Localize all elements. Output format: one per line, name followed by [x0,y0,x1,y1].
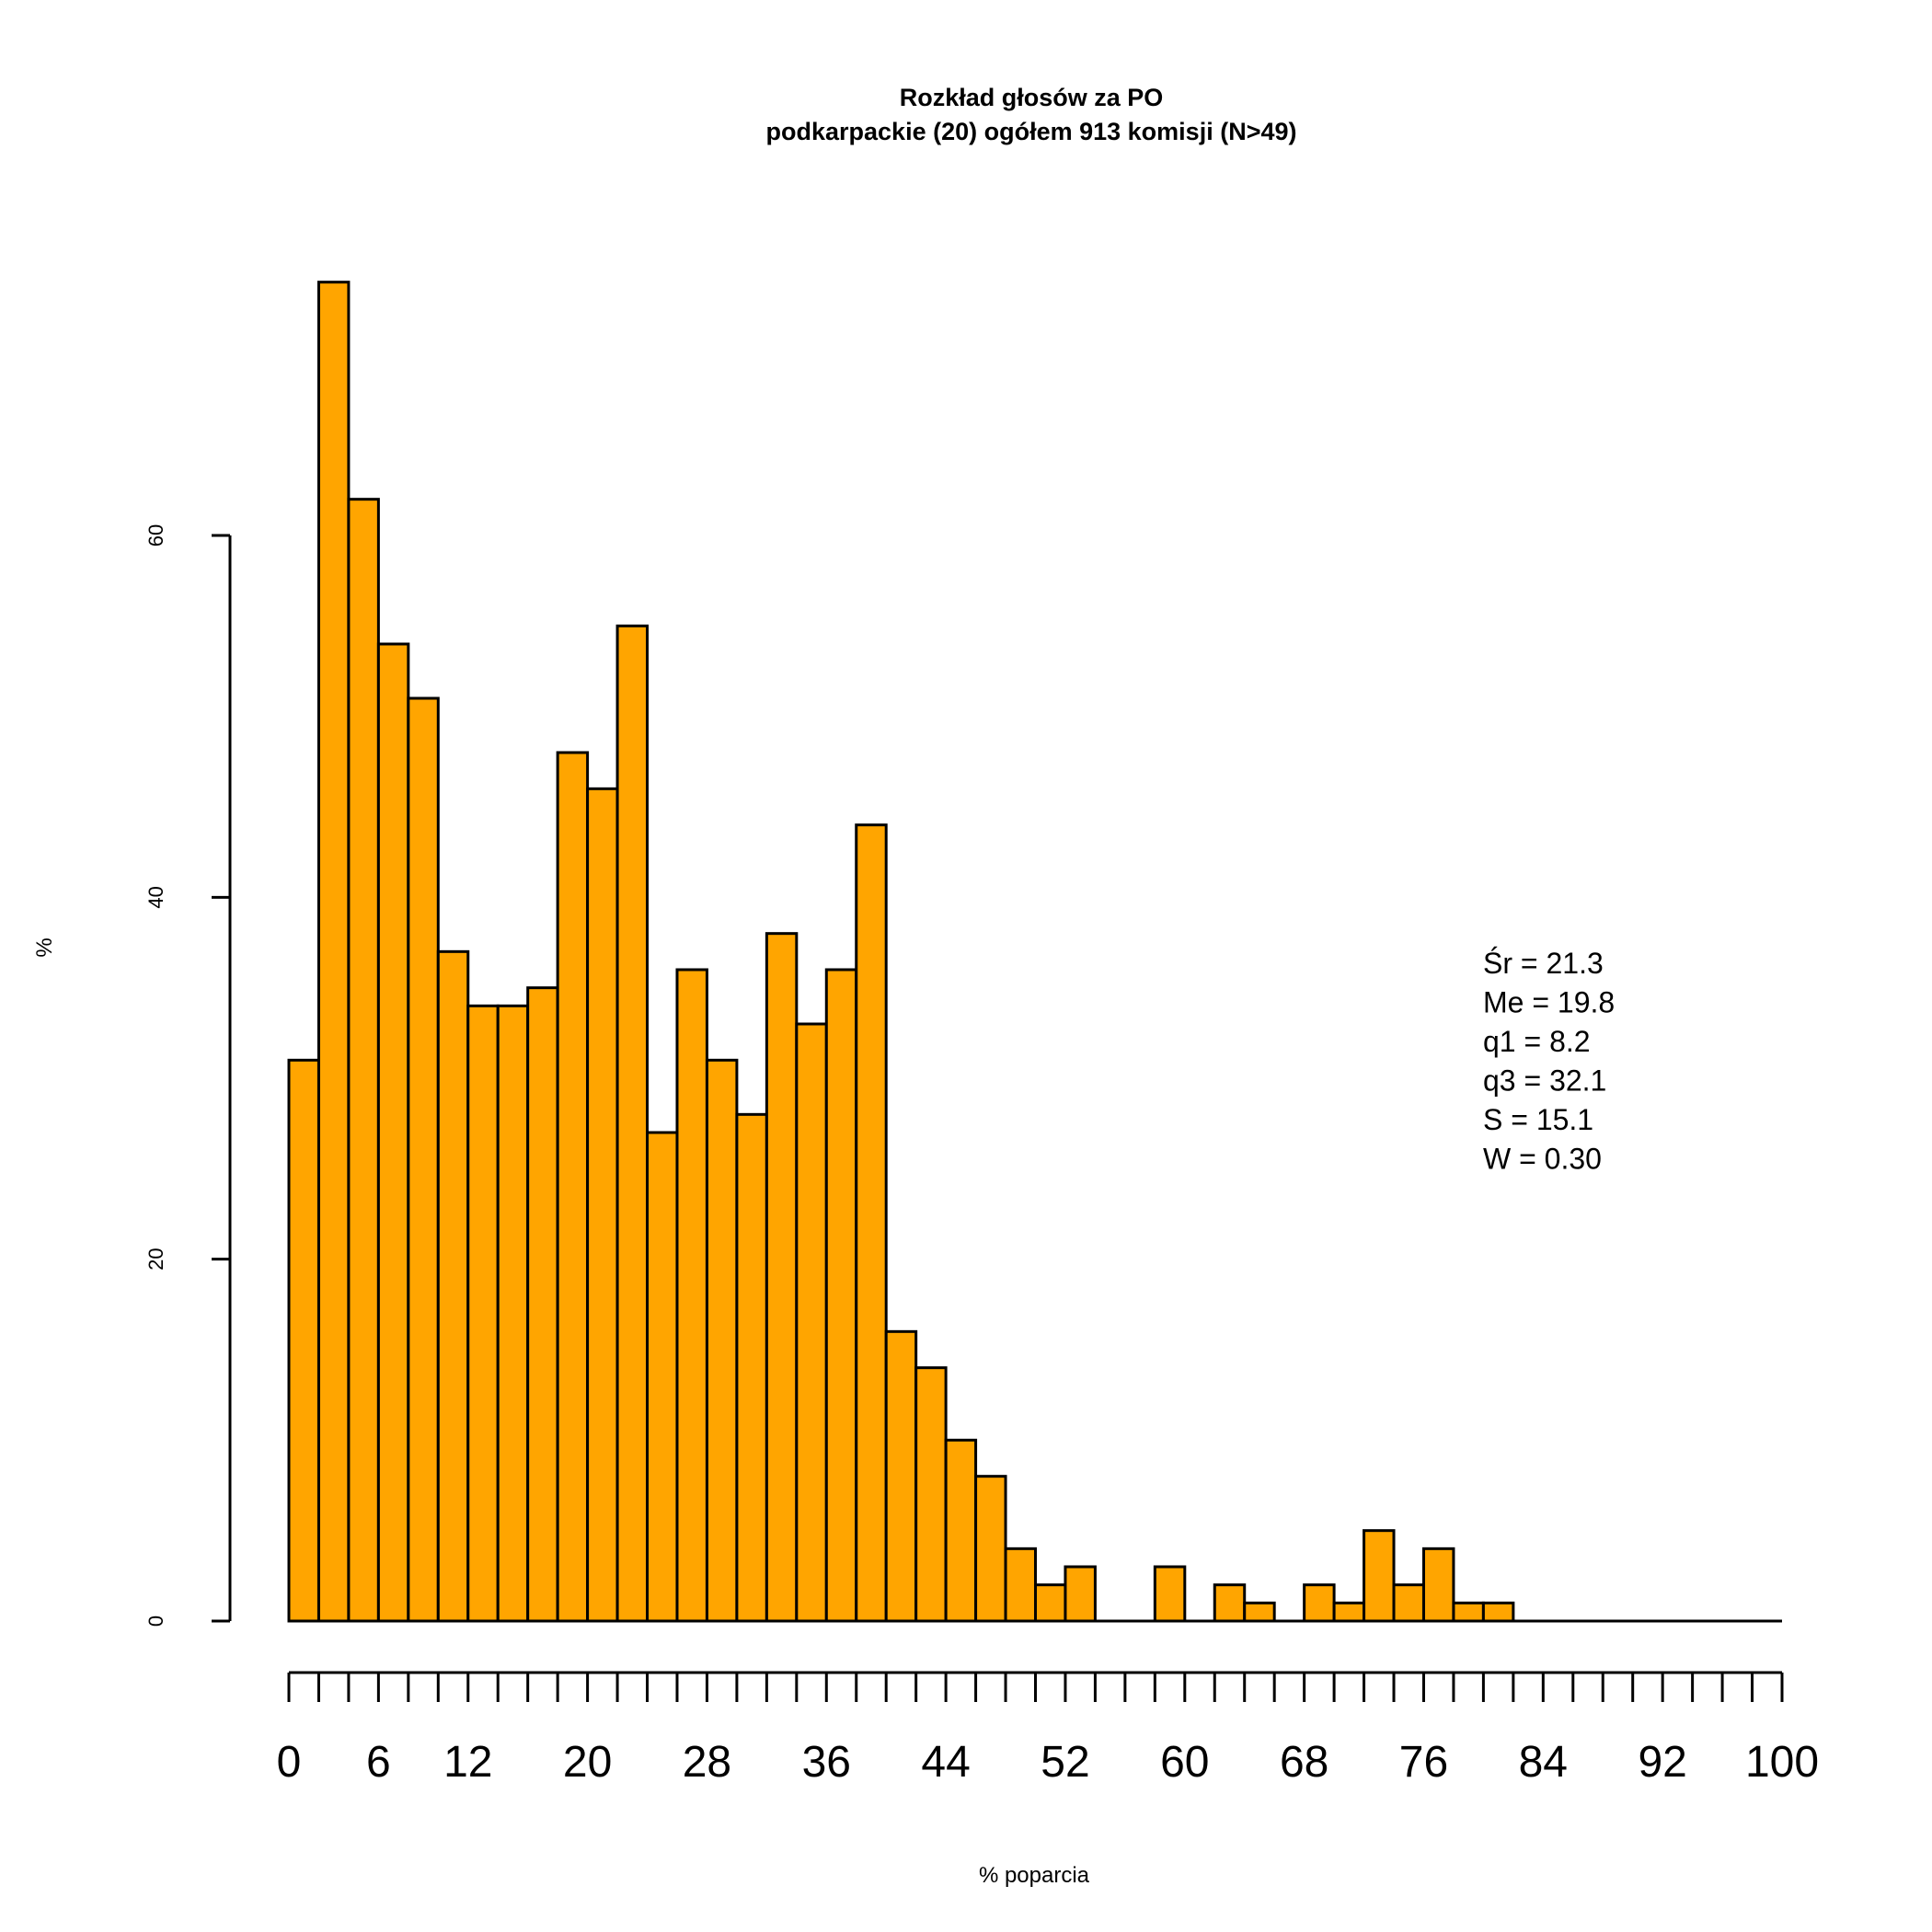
bar-28-30 [705,1058,739,1623]
stat-line-5: W = 0.30 [1483,1143,1602,1176]
bar-24-26 [646,1131,679,1623]
x-tick-label-12: 12 [443,1738,492,1787]
bar-12-14 [466,1004,500,1623]
bar-72-74 [1363,1529,1396,1623]
bar-16-18 [526,986,559,1623]
bar-62-64 [1213,1583,1247,1623]
y-tick-label-40: 40 [144,886,167,908]
y-axis-label: % [32,937,57,957]
bar-8-10 [407,696,440,1623]
bar-32-34 [765,932,799,1623]
bar-6-8 [376,642,410,1623]
bar-50-52 [1034,1583,1067,1623]
bar-64-66 [1243,1601,1276,1623]
x-tick-label-20: 20 [563,1738,612,1787]
bar-48-50 [1004,1547,1038,1623]
x-tick-label-100: 100 [1745,1738,1819,1787]
bar-80-82 [1481,1601,1515,1623]
bars-group [287,281,1515,1623]
bar-22-24 [615,624,650,1623]
bar-44-46 [944,1438,978,1623]
x-tick-label-44: 44 [921,1738,970,1787]
chart-subtitle: podkarpackie (20) ogółem 913 komisji (N>… [766,118,1297,145]
bar-70-72 [1332,1601,1366,1623]
x-tick-label-60: 60 [1160,1738,1209,1787]
bar-0-2 [287,1058,320,1623]
stat-line-2: q1 = 8.2 [1483,1025,1591,1058]
bar-68-70 [1303,1583,1336,1623]
bar-42-44 [914,1366,948,1623]
stat-line-0: Śr = 21.3 [1483,947,1604,980]
bar-78-80 [1452,1601,1485,1623]
x-tick-label-68: 68 [1280,1738,1328,1787]
bar-26-28 [675,968,708,1623]
stat-line-1: Me = 19.8 [1483,986,1615,1019]
chart-title: Rozkład głosów za PO [900,84,1164,111]
bar-20-22 [586,787,619,1623]
x-tick-label-84: 84 [1519,1738,1568,1787]
bar-76-78 [1421,1547,1455,1623]
x-tick-label-52: 52 [1041,1738,1089,1787]
bar-74-76 [1392,1583,1425,1623]
x-tick-label-36: 36 [802,1738,851,1787]
x-axis-label: % poparcia [979,1863,1090,1888]
y-tick-label-60: 60 [144,524,167,546]
x-tick-label-76: 76 [1399,1738,1448,1787]
y-tick-label-0: 0 [144,1616,167,1627]
bar-36-38 [824,968,858,1623]
stat-line-3: q3 = 32.1 [1483,1064,1606,1098]
x-tick-label-28: 28 [683,1738,731,1787]
x-tick-label-6: 6 [366,1738,391,1787]
x-tick-label-92: 92 [1638,1738,1686,1787]
bar-2-4 [316,281,351,1623]
bar-4-6 [347,498,380,1623]
bar-38-40 [855,823,888,1623]
x-axis: 0 6 12 20 28 36 44 52 60 68 76 84 92 100 [277,1671,1819,1787]
bar-52-54 [1064,1565,1097,1623]
x-tick-label-0: 0 [277,1738,302,1787]
bar-10-12 [436,949,470,1623]
bar-58-60 [1153,1565,1187,1623]
bar-18-20 [556,751,590,1623]
y-axis: 0 20 40 60 [144,524,232,1627]
y-tick-label-20: 20 [144,1248,167,1270]
stat-line-4: S = 15.1 [1483,1103,1593,1136]
bar-46-48 [974,1475,1007,1623]
bar-30-32 [735,1112,768,1623]
stats-block: Śr = 21.3 Me = 19.8 q1 = 8.2 q3 = 32.1 S = 1… [1483,947,1615,1176]
bar-40-42 [884,1329,918,1623]
bar-34-36 [795,1022,828,1623]
bar-14-16 [496,1004,530,1623]
